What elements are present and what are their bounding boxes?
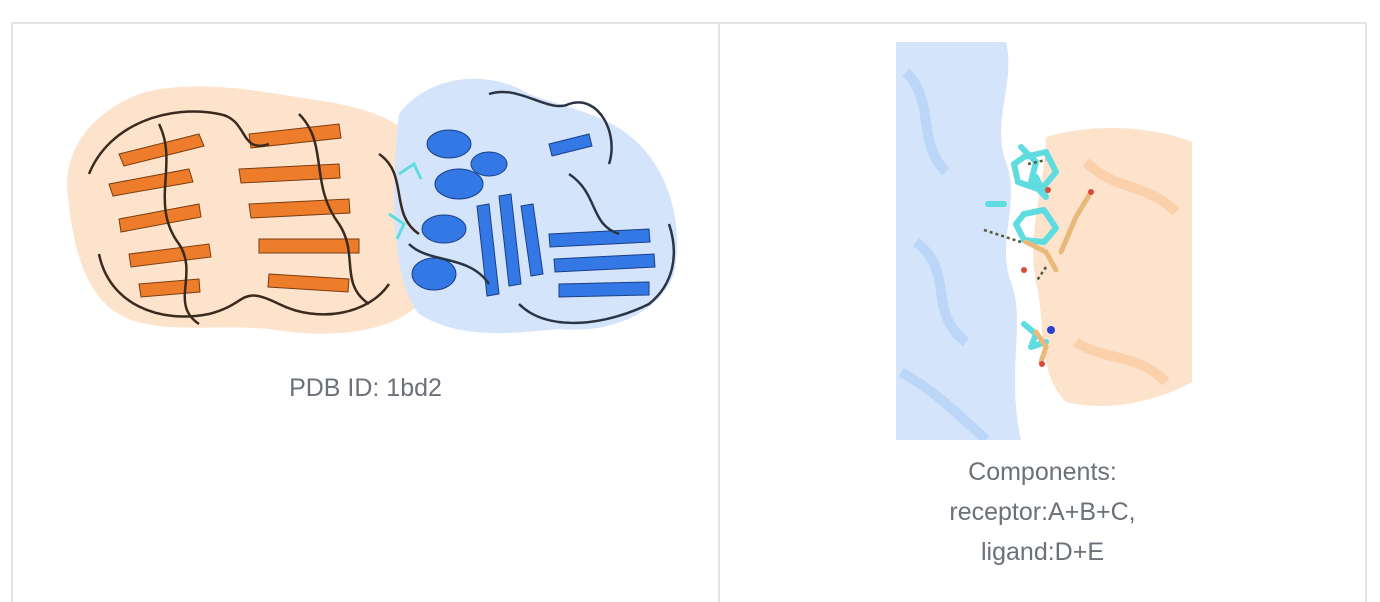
structure-cell: PDB ID: 1bd2	[13, 24, 718, 602]
ligand-chains: ligand:D+E	[981, 538, 1104, 566]
binding-interface-image	[896, 42, 1192, 440]
receptor-chains: receptor:A+B+C,	[949, 498, 1136, 526]
image-table: PDB ID: 1bd2	[11, 22, 1367, 602]
components-cell: Components: receptor:A+B+C, ligand:D+E	[720, 24, 1365, 602]
components-label: Components:	[968, 458, 1117, 486]
column-divider	[718, 24, 720, 602]
pdb-id-caption: PDB ID: 1bd2	[289, 374, 442, 402]
protein-complex-image	[67, 78, 678, 334]
components-caption: Components: receptor:A+B+C, ligand:D+E	[720, 452, 1365, 572]
